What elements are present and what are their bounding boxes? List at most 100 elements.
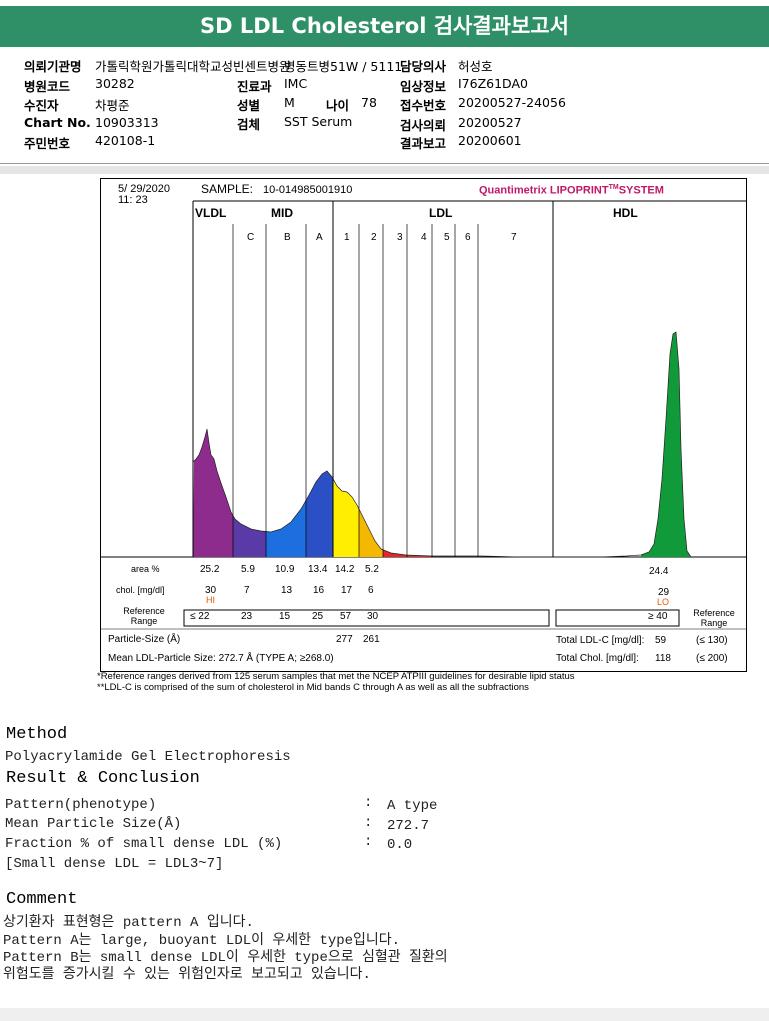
subband-4: 4 xyxy=(421,232,427,243)
info-label: 성별 xyxy=(237,98,261,113)
footnote-2: **LDL-C is comprised of the sum of chole… xyxy=(97,682,529,693)
comment-line-4: 위험도를 증가시킬 수 있는 위험인자로 보고되고 있습니다. xyxy=(3,967,371,983)
result-label-fraction: Fraction % of small dense LDL (%) xyxy=(5,836,283,852)
particle-size-label: Particle-Size (Å) xyxy=(108,634,181,645)
area-midb: 10.9 xyxy=(275,564,295,575)
chart-date: 5/ 29/2020 xyxy=(118,183,170,195)
peaks xyxy=(192,331,701,558)
info-value: 30282 xyxy=(95,76,135,91)
ref-ldl1: 57 xyxy=(340,611,352,622)
info-label: 검사의뢰 xyxy=(400,118,447,133)
mean-size-caption: Mean LDL-Particle Size: xyxy=(108,653,216,664)
info-age: 78 xyxy=(361,95,377,110)
info-value: 20200601 xyxy=(458,133,522,148)
info-value: 가톨릭학원가톨릭대학교성빈센트병원 xyxy=(95,59,291,74)
comment-line-2: Pattern A는 large, buoyant LDL이 우세한 type입… xyxy=(3,933,401,949)
result-label-pattern: Pattern(phenotype) xyxy=(5,797,157,813)
footnotes: *Reference ranges derived from 125 serum… xyxy=(97,671,575,693)
chol-vldl: 30 xyxy=(205,585,217,596)
chol-hdl: 29 xyxy=(658,587,670,598)
info-label: 나이 xyxy=(326,98,350,113)
brand-label: Quantimetrix LIPOPRINTTMSYSTEM xyxy=(479,184,664,197)
info-value: 20200527 xyxy=(458,115,522,130)
peak-band-1 xyxy=(233,515,266,557)
info-ward: 병동트병51W / 5111 xyxy=(284,59,403,74)
peak-band-4 xyxy=(333,478,359,557)
method-heading: Method xyxy=(6,725,68,744)
peak-band-6 xyxy=(383,549,431,557)
mean-size-value: 272.7 Å xyxy=(218,653,254,664)
divider-band xyxy=(0,166,769,174)
vldl-header: VLDL xyxy=(195,206,227,220)
footnote-1: *Reference ranges derived from 125 serum… xyxy=(97,671,575,682)
area-hdl: 24.4 xyxy=(649,566,669,577)
area-ldl2: 5.2 xyxy=(365,564,379,575)
area-mida: 13.4 xyxy=(308,564,328,575)
hdl-header: HDL xyxy=(613,206,638,220)
chol-flag-lo: LO xyxy=(657,597,670,607)
result-value-fraction: 0.0 xyxy=(387,837,413,853)
comment-heading: Comment xyxy=(6,890,78,909)
chol-mida: 16 xyxy=(313,585,325,596)
info-label: 검체 xyxy=(237,117,261,132)
chol-ldl1: 17 xyxy=(341,585,353,596)
brand-tail: SYSTEM xyxy=(618,184,664,197)
area-vldl: 25.2 xyxy=(200,564,220,575)
total-ldl-ref: (≤ 130) xyxy=(696,635,728,646)
ref-row-label: Reference Range xyxy=(123,606,165,626)
info-label: Chart No. xyxy=(24,115,91,130)
info-label: 임상정보 xyxy=(400,79,447,94)
ref-box-hdl xyxy=(555,609,680,627)
total-chol-label: Total Chol. [mg/dl]: xyxy=(556,653,639,664)
result-colon-2: : xyxy=(364,815,373,831)
lipoprint-chart: 5/ 29/2020 11: 23 SAMPLE: 10-01498500191… xyxy=(100,178,747,672)
peak-band-2 xyxy=(266,500,306,557)
info-label: 병원코드 xyxy=(24,79,71,94)
chol-ldl2: 6 xyxy=(368,585,374,596)
sample-label: SAMPLE: xyxy=(201,182,254,196)
subband-5: 5 xyxy=(444,232,450,243)
mean-size-label: Mean LDL-Particle Size: 272.7 Å (TYPE A;… xyxy=(108,653,334,664)
info-label: 주민번호 xyxy=(24,136,71,151)
peak-band-7 xyxy=(641,332,701,557)
total-ldl-label: Total LDL-C [mg/dl]: xyxy=(556,635,645,646)
particle-size-1: 277 xyxy=(336,634,353,645)
info-label: 의뢰기관명 xyxy=(24,59,82,74)
info-value: 20200527-24056 xyxy=(458,95,566,110)
subband-7: 7 xyxy=(511,232,517,243)
ref-hdl: ≥ 40 xyxy=(648,611,668,622)
info-value: I76Z61DA0 xyxy=(458,76,528,91)
info-value: 420108-1 xyxy=(95,133,156,148)
info-label: 진료과 xyxy=(237,79,272,94)
info-label: 수진자 xyxy=(24,98,59,113)
subband-c: C xyxy=(247,232,255,243)
brand-tm: TM xyxy=(608,184,619,191)
density-outline xyxy=(192,331,692,558)
result-note: [Small dense LDL = LDL3~7] xyxy=(5,856,224,872)
total-chol-ref: (≤ 200) xyxy=(696,653,728,664)
chol-flag-hi: HI xyxy=(206,595,215,605)
chol-row-label: chol. [mg/dl] xyxy=(116,585,165,595)
result-colon-3: : xyxy=(364,834,373,850)
peak-band-0 xyxy=(193,429,233,557)
info-value: 허성호 xyxy=(458,59,493,74)
chart-svg xyxy=(101,200,746,630)
subband-1: 1 xyxy=(344,232,350,243)
subband-b: B xyxy=(284,232,291,243)
chol-midb: 13 xyxy=(281,585,293,596)
ref-box-ldl xyxy=(183,609,550,627)
result-label-size: Mean Particle Size(Å) xyxy=(5,816,182,832)
subband-6: 6 xyxy=(465,232,471,243)
info-value: 차평준 xyxy=(95,98,130,113)
method-text: Polyacrylamide Gel Electrophoresis xyxy=(5,749,291,765)
subband-a: A xyxy=(316,232,323,243)
comment-line-1: 상기환자 표현형은 pattern A 입니다. xyxy=(3,915,254,931)
divider xyxy=(0,163,769,164)
area-ldl1: 14.2 xyxy=(335,564,355,575)
band-dividers xyxy=(192,201,554,557)
subband-2: 2 xyxy=(371,232,377,243)
chart-time: 11: 23 xyxy=(118,194,148,206)
ldl-header: LDL xyxy=(429,206,453,220)
ref-midc: 23 xyxy=(241,611,253,622)
brand-name: Quantimetrix LIPOPRINT xyxy=(479,184,609,197)
